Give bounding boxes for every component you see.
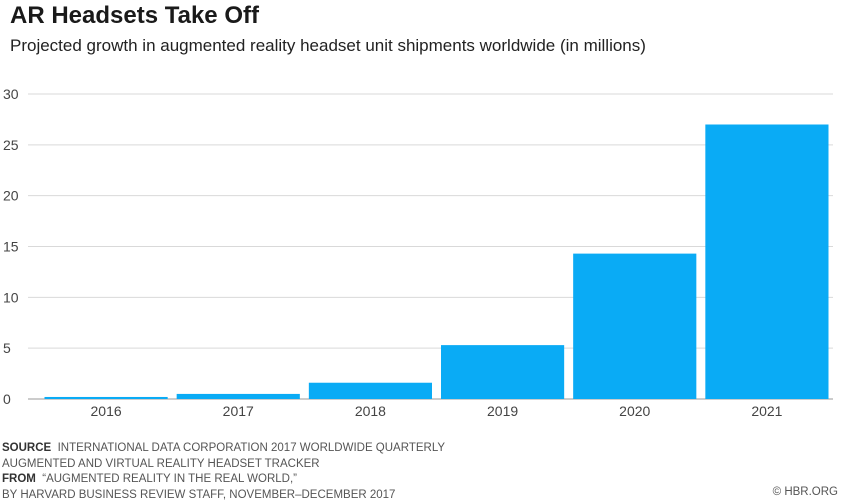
bar xyxy=(705,125,828,400)
bar xyxy=(45,397,168,399)
bar-chart: 0 5 10 15 20 25 30 2016 2017 2018 2019 2020 2021 xyxy=(0,0,850,440)
bar xyxy=(177,394,300,399)
x-tick-label: 2020 xyxy=(619,403,650,419)
y-tick-label: 20 xyxy=(3,188,19,204)
x-tick-label: 2016 xyxy=(91,403,122,419)
y-tick-label: 15 xyxy=(3,239,19,255)
y-tick-label: 5 xyxy=(3,340,11,356)
from-line-1: “AUGMENTED REALITY IN THE REAL WORLD,” xyxy=(42,473,297,485)
y-tick-label: 25 xyxy=(3,137,19,153)
y-tick-label: 0 xyxy=(3,391,11,407)
source-label: SOURCE xyxy=(2,442,51,454)
bar xyxy=(309,383,432,399)
from-label: FROM xyxy=(2,473,36,485)
copyright: © HBR.ORG xyxy=(773,486,838,498)
x-tick-label: 2019 xyxy=(487,403,518,419)
bar xyxy=(573,254,696,399)
source-footer: SOURCE INTERNATIONAL DATA CORPORATION 20… xyxy=(2,441,445,503)
source-line-2: AUGMENTED AND VIRTUAL REALITY HEADSET TR… xyxy=(2,457,445,473)
source-line-1: INTERNATIONAL DATA CORPORATION 2017 WORL… xyxy=(58,442,445,454)
x-tick-label: 2021 xyxy=(751,403,782,419)
from-line-2: BY HARVARD BUSINESS REVIEW STAFF, NOVEMB… xyxy=(2,488,445,503)
y-tick-label: 10 xyxy=(3,289,19,305)
bar xyxy=(441,345,564,399)
x-tick-label: 2017 xyxy=(223,403,254,419)
x-tick-label: 2018 xyxy=(355,403,386,419)
y-tick-label: 30 xyxy=(3,86,19,102)
